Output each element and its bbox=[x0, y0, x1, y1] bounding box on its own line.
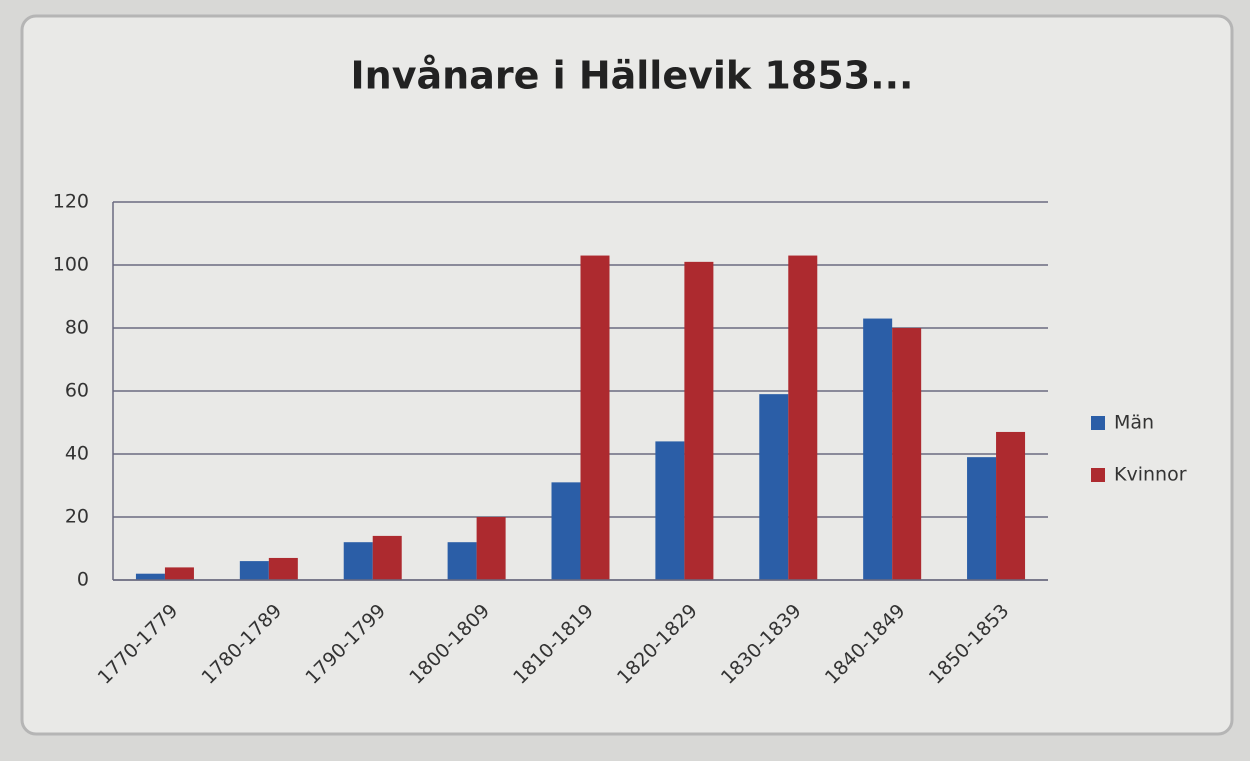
y-tick-label: 80 bbox=[65, 317, 89, 339]
legend-label: Kvinnor bbox=[1114, 464, 1187, 486]
bar bbox=[759, 394, 789, 580]
chart-title: Invånare i Hällevik 1853... bbox=[351, 54, 914, 98]
bar bbox=[551, 482, 581, 580]
bar bbox=[135, 573, 165, 580]
bar bbox=[447, 542, 477, 580]
bar bbox=[239, 561, 269, 580]
y-tick-label: 0 bbox=[77, 569, 89, 591]
bar bbox=[164, 567, 194, 580]
legend-swatch bbox=[1091, 416, 1105, 430]
chart-frame bbox=[20, 14, 1234, 736]
bar bbox=[892, 328, 922, 580]
bar bbox=[372, 535, 402, 580]
y-tick-label: 20 bbox=[65, 506, 89, 528]
legend-swatch bbox=[1091, 468, 1105, 482]
bar bbox=[476, 517, 506, 580]
y-tick-label: 40 bbox=[65, 443, 89, 465]
bar bbox=[788, 255, 818, 581]
y-tick-label: 100 bbox=[53, 254, 89, 276]
y-tick-label: 120 bbox=[53, 191, 89, 213]
legend-label: Män bbox=[1114, 412, 1154, 434]
bar bbox=[580, 255, 610, 581]
bar bbox=[996, 431, 1026, 580]
bar bbox=[343, 542, 373, 580]
bar bbox=[967, 457, 997, 580]
bar bbox=[268, 557, 298, 580]
y-tick-label: 60 bbox=[65, 380, 89, 402]
bar bbox=[863, 318, 893, 580]
bar bbox=[655, 441, 685, 580]
bar bbox=[684, 261, 714, 580]
